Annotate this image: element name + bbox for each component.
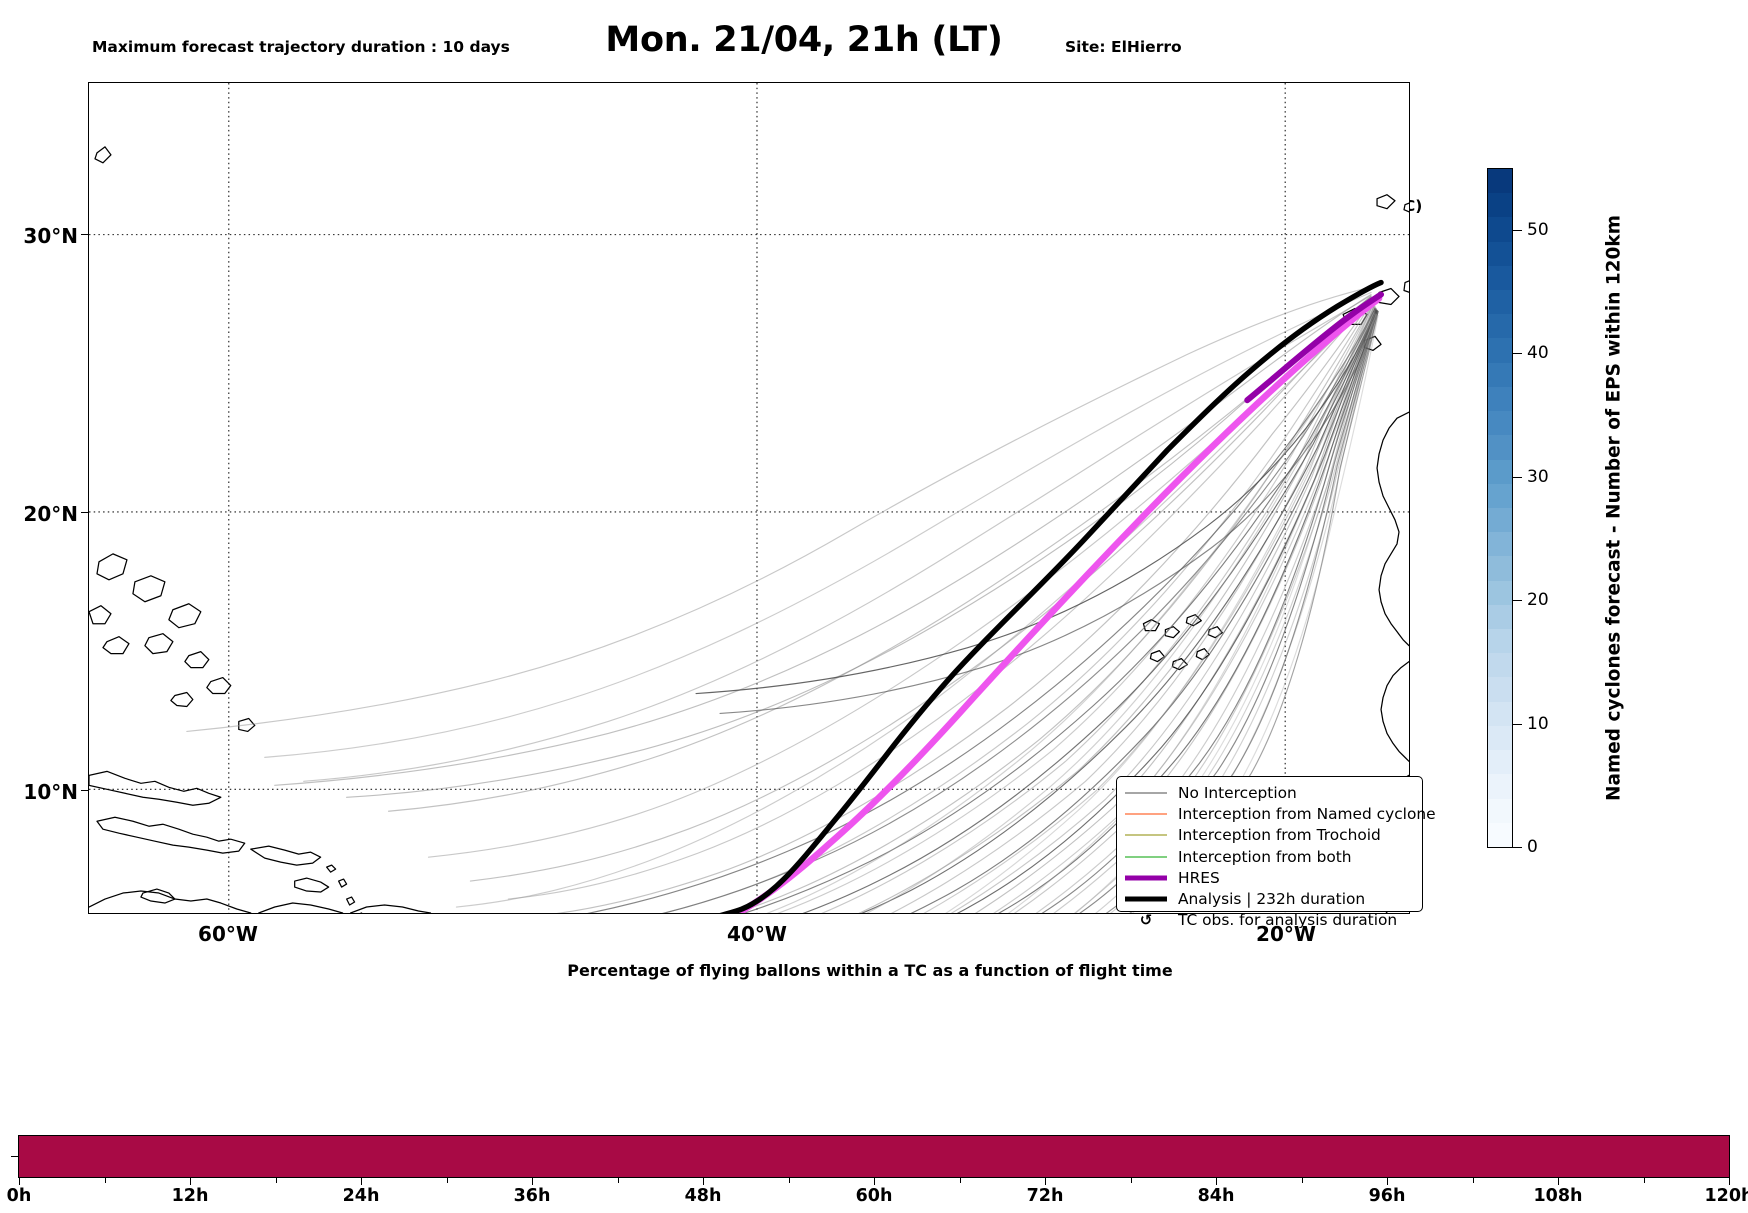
progress-label-72h: 72h xyxy=(1026,1186,1064,1206)
progress-tick-minor-7 xyxy=(1301,1178,1303,1183)
colorbar-ticklabel-30: 30 xyxy=(1527,467,1549,487)
progress-tick-minor-4 xyxy=(788,1178,790,1183)
progress-tick-minor-5 xyxy=(959,1178,961,1183)
progress-tick-minor-6 xyxy=(1130,1178,1132,1183)
line-swatch-both xyxy=(1125,850,1167,864)
colorbar-gradient xyxy=(1487,168,1513,848)
progress-label-108h: 108h xyxy=(1533,1186,1583,1206)
progress-tick-72h xyxy=(1045,1178,1046,1185)
progress-label-12h: 12h xyxy=(171,1186,209,1206)
progress-label-36h: 36h xyxy=(513,1186,551,1206)
legend-label-trochoid: Interception from Trochoid xyxy=(1178,826,1381,845)
page-title: Mon. 21/04, 21h (LT) xyxy=(605,20,1003,60)
legend-label-named-cyclone: Interception from Named cyclone xyxy=(1178,804,1436,823)
line-swatch-named-cyclone xyxy=(1125,807,1167,821)
progress-label-120h: 120h xyxy=(1704,1186,1748,1206)
progress-tick-48h xyxy=(703,1178,704,1185)
ytick-mark-20N xyxy=(81,512,88,513)
cyclone-icon: ↺ xyxy=(1139,911,1153,930)
site-label: Site: ElHierro xyxy=(1065,38,1182,57)
line-swatch-analysis xyxy=(1125,892,1167,906)
legend-label-no-interception: No Interception xyxy=(1178,783,1297,802)
progress-tick-12h xyxy=(190,1178,191,1185)
colorbar-container: 10 20 30 40 50 0 xyxy=(1487,168,1549,857)
progress-tick-0h xyxy=(19,1178,20,1185)
progress-label-84h: 84h xyxy=(1197,1186,1235,1206)
colorbar-tick-20 xyxy=(1513,600,1522,601)
map-legend: No Interception Interception from Named … xyxy=(1116,776,1436,928)
ytick-label-10N: 10°N xyxy=(23,780,78,804)
header-left-line-1: Maximum forecast trajectory duration : 1… xyxy=(92,38,510,57)
flight-time-progress-bar xyxy=(18,1135,1730,1178)
colorbar-title: Named cyclones forecast - Number of EPS … xyxy=(1603,214,1625,802)
progress-tick-minor-2 xyxy=(446,1178,448,1183)
progress-tick-minor-8 xyxy=(1472,1178,1474,1183)
legend-item-named-cyclone: Interception from Named cyclone xyxy=(1125,803,1436,824)
progress-label-0h: 0h xyxy=(6,1186,32,1206)
colorbar-tick-50 xyxy=(1513,230,1522,231)
xtick-label-40W: 40°W xyxy=(727,922,787,946)
progress-tick-84h xyxy=(1216,1178,1217,1185)
ytick-label-30N: 30°N xyxy=(23,224,78,248)
progress-tick-108h xyxy=(1558,1178,1559,1185)
colorbar-ticklabel-10: 10 xyxy=(1527,714,1549,734)
progress-bar-title: Percentage of flying ballons within a TC… xyxy=(567,961,1173,980)
colorbar-ticklabel-40: 40 xyxy=(1527,343,1549,363)
progress-tick-minor-9 xyxy=(1643,1178,1645,1183)
colorbar-tick-40 xyxy=(1513,353,1522,354)
legend-item-trochoid: Interception from Trochoid xyxy=(1125,825,1414,846)
map-plot-area xyxy=(88,82,1410,914)
progress-fill xyxy=(19,1136,1729,1177)
legend-label-tc-obs: TC obs. for analysis duration xyxy=(1178,911,1398,930)
progress-tick-minor-1 xyxy=(275,1178,277,1183)
analysis-track xyxy=(719,279,1384,913)
progress-tick-minor-0 xyxy=(104,1178,106,1183)
colorbar-tick-10 xyxy=(1513,724,1522,725)
legend-item-both: Interception from both xyxy=(1125,846,1414,867)
xtick-label-20W: 20°W xyxy=(1256,922,1316,946)
progress-tick-24h xyxy=(361,1178,362,1185)
progress-tick-36h xyxy=(532,1178,533,1185)
progress-left-tick xyxy=(11,1156,18,1157)
ytick-mark-10N xyxy=(81,790,88,791)
xtick-label-60W: 60°W xyxy=(198,922,258,946)
progress-label-24h: 24h xyxy=(342,1186,380,1206)
colorbar-ticklabel-0: 0 xyxy=(1527,837,1538,857)
progress-tick-minor-3 xyxy=(617,1178,619,1183)
line-swatch-trochoid xyxy=(1125,828,1167,842)
progress-tick-60h xyxy=(874,1178,875,1185)
legend-item-no-interception: No Interception xyxy=(1125,782,1414,803)
colorbar-tick-0 xyxy=(1513,847,1522,848)
progress-label-96h: 96h xyxy=(1368,1186,1406,1206)
ytick-mark-30N xyxy=(81,234,88,235)
legend-label-hres: HRES xyxy=(1178,868,1220,887)
legend-item-tc-obs: ↺ TC obs. for analysis duration xyxy=(1125,910,1414,931)
colorbar-tick-30 xyxy=(1513,477,1522,478)
line-swatch-no-interception xyxy=(1125,786,1167,800)
ytick-label-20N: 20°N xyxy=(23,502,78,526)
legend-label-both: Interception from both xyxy=(1178,847,1352,866)
colorbar-ticklabel-20: 20 xyxy=(1527,590,1549,610)
progress-label-48h: 48h xyxy=(684,1186,722,1206)
legend-label-analysis: Analysis | 232h duration xyxy=(1178,890,1366,909)
hres-track xyxy=(732,291,1385,913)
line-swatch-hres xyxy=(1125,871,1167,885)
progress-tick-96h xyxy=(1387,1178,1388,1185)
legend-item-analysis: Analysis | 232h duration xyxy=(1125,888,1414,909)
legend-item-hres: HRES xyxy=(1125,867,1414,888)
progress-label-60h: 60h xyxy=(855,1186,893,1206)
colorbar-ticklabel-50: 50 xyxy=(1527,220,1549,240)
progress-tick-120h xyxy=(1729,1178,1730,1185)
